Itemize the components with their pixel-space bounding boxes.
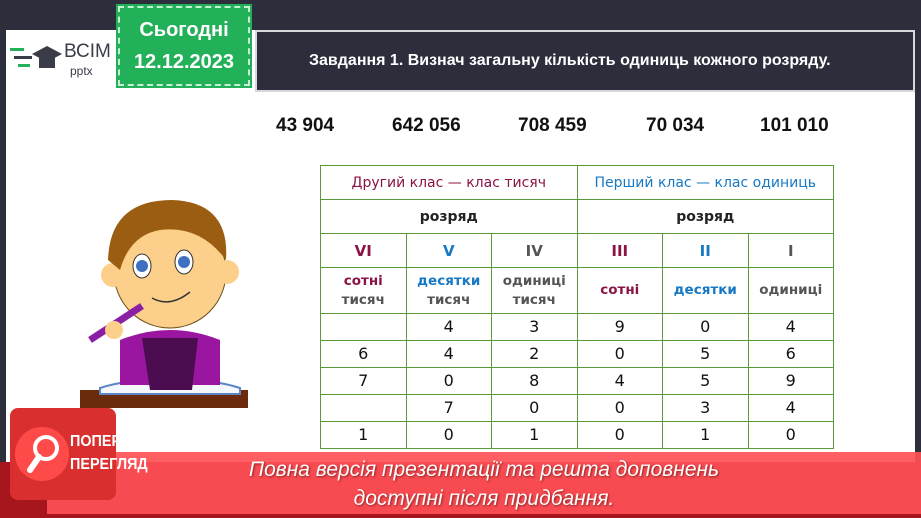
digit-cell: 1 xyxy=(662,421,749,449)
banner-line: Повна версія презентації та решта доповн… xyxy=(248,458,720,481)
logo: ВСІМ pptx xyxy=(10,38,114,82)
logo-sub: pptx xyxy=(70,64,93,78)
digit-cell: 9 xyxy=(576,313,663,341)
roman-numeral: II xyxy=(662,233,749,268)
date-label: Сьогодні xyxy=(139,19,229,41)
rank-name: десятки тисяч xyxy=(405,267,492,314)
digit-cell: 4 xyxy=(405,313,492,341)
rank-name: десятки xyxy=(662,267,749,314)
digit-cell xyxy=(320,394,407,422)
digit-cell: 0 xyxy=(662,313,749,341)
digit-cell: 4 xyxy=(576,367,663,395)
digit-cell: 0 xyxy=(405,421,492,449)
rank-name: одиниці тисяч xyxy=(491,267,578,314)
badge-line: ПЕРЕГЛЯД xyxy=(70,456,148,473)
digit-cell: 4 xyxy=(747,394,834,422)
task-title: Завдання 1. Визнач загальну кількість од… xyxy=(255,30,915,92)
digit-cell: 3 xyxy=(662,394,749,422)
badge-line: ПОПЕРЕДНІЙ xyxy=(70,433,166,450)
number: 43 904 xyxy=(276,115,335,136)
digit-cell: 6 xyxy=(320,340,407,368)
logo-brand: ВСІМ xyxy=(64,41,111,62)
rank-label: розряд xyxy=(320,199,578,234)
digit-cell: 0 xyxy=(576,421,663,449)
rank-name: одиниці xyxy=(747,267,834,314)
digit-cell: 4 xyxy=(405,340,492,368)
digit-cell: 9 xyxy=(747,367,834,395)
digit-cell: 1 xyxy=(320,421,407,449)
boy-illustration xyxy=(80,200,248,408)
rank-name: сотні xyxy=(576,267,663,314)
digit-cell: 2 xyxy=(491,340,578,368)
roman-numeral: V xyxy=(405,233,492,268)
digit-cell: 7 xyxy=(320,367,407,395)
digit-cell: 7 xyxy=(405,394,492,422)
date-badge: Сьогодні 12.12.2023 xyxy=(116,4,252,88)
graduation-cap-icon xyxy=(10,46,62,68)
digit-cell: 8 xyxy=(491,367,578,395)
digit-cell: 0 xyxy=(576,340,663,368)
digit-cell: 0 xyxy=(405,367,492,395)
class-units-header: Перший клас — клас одиниць xyxy=(576,165,834,200)
number: 101 010 xyxy=(760,115,829,136)
digit-cell: 3 xyxy=(491,313,578,341)
number: 70 034 xyxy=(646,115,705,136)
digit-cell xyxy=(320,313,407,341)
number: 642 056 xyxy=(392,115,461,136)
digit-cell: 0 xyxy=(491,394,578,422)
date-value: 12.12.2023 xyxy=(133,51,235,73)
magnifier-icon xyxy=(15,427,69,481)
digit-cell: 4 xyxy=(747,313,834,341)
banner-line: доступні після придбання. xyxy=(353,487,615,510)
rank-name: сотні тисяч xyxy=(320,267,407,314)
preview-badge[interactable]: ПОПЕРЕДНІЙ ПЕРЕГЛЯД xyxy=(10,408,166,500)
digit-cell: 5 xyxy=(662,367,749,395)
roman-numeral: VI xyxy=(320,233,407,268)
digit-cell: 5 xyxy=(662,340,749,368)
class-thousands-header: Другий клас — клас тисяч xyxy=(320,165,578,200)
rank-label: розряд xyxy=(576,199,834,234)
roman-numeral: III xyxy=(576,233,663,268)
digit-cell: 0 xyxy=(576,394,663,422)
digit-cell: 6 xyxy=(747,340,834,368)
place-value-table: Другий клас — клас тисяч Перший клас — к… xyxy=(320,165,834,449)
digit-cell: 1 xyxy=(491,421,578,449)
roman-numeral: I xyxy=(747,233,834,268)
digit-cell: 0 xyxy=(747,421,834,449)
roman-numeral: IV xyxy=(491,233,578,268)
numbers-row: 43 904 642 056 708 459 70 034 101 010 xyxy=(0,115,921,145)
number: 708 459 xyxy=(518,115,587,136)
purchase-banner[interactable]: Повна версія презентації та решта доповн… xyxy=(47,452,921,514)
